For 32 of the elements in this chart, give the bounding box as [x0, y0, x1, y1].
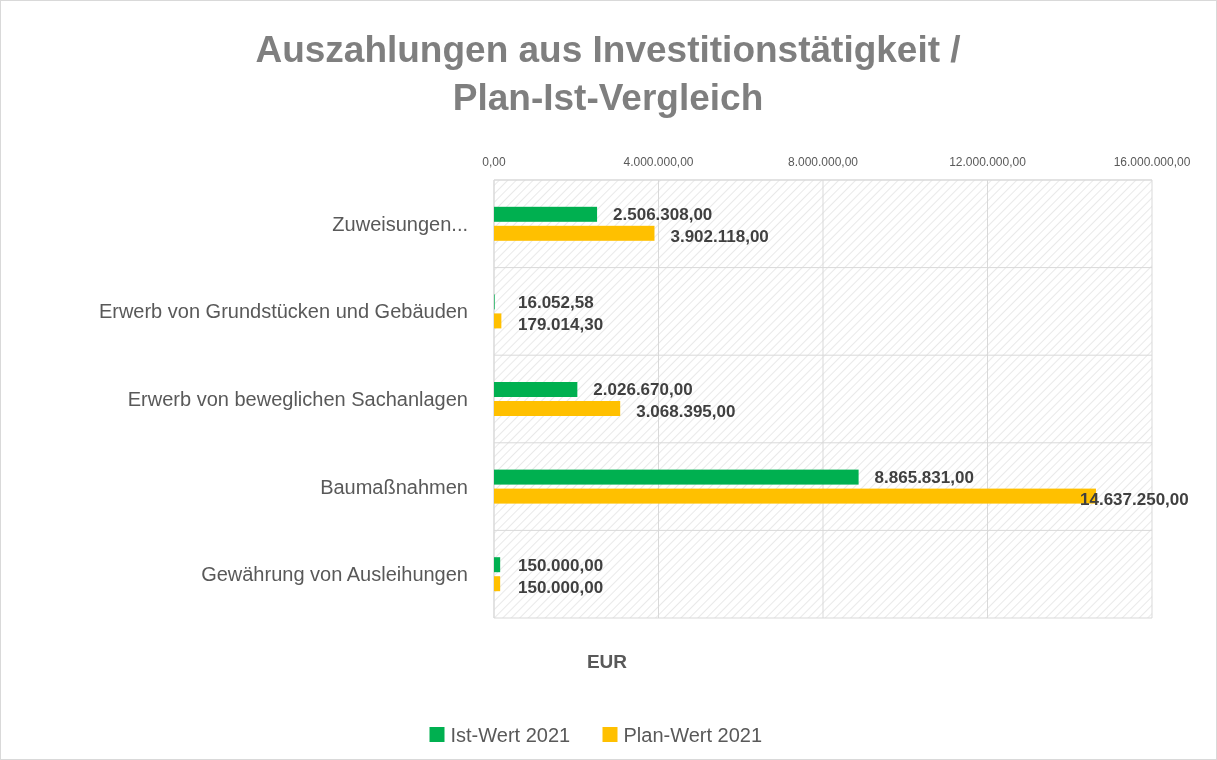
- legend-label: Ist-Wert 2021: [450, 724, 571, 746]
- data-label: 3.068.395,00: [636, 402, 736, 422]
- bar: [494, 313, 502, 329]
- data-label: 8.865.831,00: [874, 468, 974, 488]
- x-tick-label: 4.000.000,00: [623, 155, 694, 169]
- bar: [494, 576, 501, 592]
- data-label: 3.902.118,00: [670, 227, 769, 247]
- bar: [494, 225, 655, 241]
- x-tick-label: 12.000.000,00: [949, 155, 1027, 169]
- bar: [494, 382, 578, 397]
- x-tick-label: 16.000.000,00: [1113, 155, 1191, 169]
- data-label: 16.052,58: [518, 292, 594, 312]
- data-label: 150.000,00: [518, 555, 604, 575]
- bar: [494, 557, 501, 573]
- y-tick-label: Baumaßnahmen: [320, 475, 468, 498]
- chart-title: Auszahlungen aus Investitionstätigkeit / Plan-Ist-Vergleich: [255, 29, 961, 118]
- data-label: 2.506.308,00: [613, 205, 713, 225]
- data-label: 2.026.670,00: [593, 380, 693, 400]
- y-tick-label: Erwerb von beweglichen Sachanlagen: [127, 388, 468, 410]
- bar: [494, 469, 859, 485]
- data-label: 14.637.250,00: [1080, 490, 1189, 510]
- bar: [494, 206, 598, 222]
- y-tick-label: Zuweisungen...: [332, 212, 468, 235]
- x-tick-label: 8.000.000,00: [787, 155, 859, 169]
- data-label: 179.014,30: [518, 314, 604, 334]
- data-label: 150.000,00: [518, 577, 604, 597]
- y-tick-label: Gewährung von Ausleihungen: [201, 563, 468, 586]
- x-tick-label: 0,00: [482, 155, 506, 169]
- legend-label: Plan-Wert 2021: [623, 724, 763, 746]
- y-tick-label: Erwerb von Grundstücken und Gebäuden: [98, 300, 468, 323]
- bar: [494, 401, 621, 416]
- x-axis-title: EUR: [586, 651, 628, 672]
